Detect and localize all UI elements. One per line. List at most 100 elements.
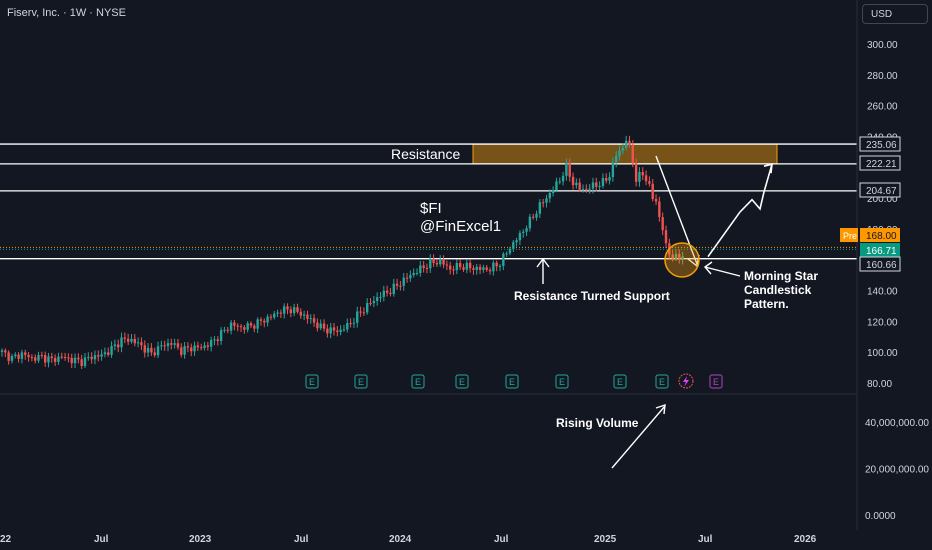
candle-body	[475, 266, 478, 270]
candle-body	[196, 345, 200, 348]
candle-body	[455, 262, 459, 271]
ticker-label: $FI	[420, 200, 442, 217]
candle-body	[525, 228, 528, 232]
candle-body	[551, 190, 555, 193]
candle-body	[472, 268, 475, 270]
svg-text:E: E	[559, 377, 565, 387]
currency-button[interactable]: USD	[862, 4, 928, 24]
level-badge-160	[859, 256, 901, 272]
candle-body	[4, 350, 7, 353]
candle-body	[279, 312, 283, 314]
volume-tick-label: 20,000,000.00	[865, 465, 929, 476]
candle-body	[372, 300, 376, 304]
candle-body	[50, 356, 53, 359]
candle-body	[47, 356, 50, 363]
candle-body	[53, 358, 57, 362]
time-tick-label: 22	[0, 534, 12, 545]
price-tick-label: 280.00	[867, 71, 898, 82]
earnings-icon[interactable]: E	[613, 374, 627, 389]
pre-badge-label	[840, 228, 858, 242]
candle-body	[332, 327, 336, 331]
level-badge-160-text: 160.66	[866, 260, 897, 271]
candle-body	[236, 325, 239, 327]
candle-body	[488, 269, 492, 272]
candle-body	[309, 318, 312, 320]
current-price-badge	[860, 243, 900, 257]
candle-body	[100, 354, 103, 357]
time-tick-label: Jul	[94, 534, 109, 545]
pattern-label-line1: Morning Star	[744, 269, 818, 283]
candle-body	[465, 262, 468, 270]
candle-body	[382, 290, 385, 297]
candle-body	[30, 357, 34, 359]
candle-body	[136, 342, 140, 344]
price-tick-label: 120.00	[867, 317, 898, 328]
candle-body	[233, 322, 236, 326]
candle-body	[422, 265, 425, 268]
earnings-icon[interactable]: E	[305, 374, 319, 389]
candle-body	[143, 345, 146, 353]
candle-body	[518, 232, 522, 241]
candle-body	[611, 162, 615, 178]
candle-body	[243, 327, 246, 330]
volume-arrow	[611, 403, 666, 469]
candle-body	[555, 181, 558, 191]
candle-body	[60, 356, 63, 358]
candle-body	[70, 357, 73, 364]
svg-text:E: E	[713, 377, 719, 387]
pattern-label-line2: Candlestick	[744, 283, 812, 297]
lightning-icon[interactable]	[678, 373, 694, 389]
earnings-icon[interactable]: E	[505, 374, 519, 389]
candle-body	[130, 338, 133, 342]
time-tick-label: Jul	[494, 534, 509, 545]
candle-body	[90, 356, 93, 360]
future-earnings-icon[interactable]: E	[709, 374, 723, 389]
candle-body	[356, 311, 359, 323]
candle-body	[246, 323, 249, 330]
candle-body	[296, 307, 299, 312]
level-badge-204	[859, 182, 901, 198]
candle-body	[375, 297, 379, 301]
candle-body	[548, 192, 551, 199]
candle-body	[83, 357, 87, 366]
candle-body	[336, 330, 339, 332]
candle-body	[153, 352, 156, 356]
candle-body	[641, 172, 644, 176]
candle-body	[415, 273, 419, 275]
price-tick-label: 260.00	[867, 102, 898, 113]
svg-text:E: E	[415, 377, 421, 387]
candle-body	[283, 306, 286, 314]
candle-body	[17, 354, 20, 359]
price-tick-label: 80.00	[867, 379, 892, 390]
candle-body	[203, 345, 206, 349]
candle-body	[166, 343, 170, 347]
candle-body	[329, 327, 332, 334]
candle-body	[110, 346, 113, 355]
earnings-icon[interactable]: E	[555, 374, 569, 389]
candle-body	[541, 202, 545, 204]
candle-body	[146, 347, 150, 353]
earnings-icon[interactable]: E	[655, 374, 669, 389]
time-axis: 22 Jul 2023 Jul 2024 Jul 2025 Jul 2026	[0, 534, 817, 545]
svg-text:E: E	[459, 377, 465, 387]
earnings-icon[interactable]: E	[455, 374, 469, 389]
candle-body	[561, 175, 565, 182]
candle-body	[674, 253, 678, 259]
candle-body	[621, 147, 625, 151]
earnings-icon[interactable]: E	[354, 374, 368, 389]
candle-body	[601, 178, 605, 187]
candle-body	[10, 356, 14, 361]
candle-body	[538, 202, 542, 214]
candle-body	[366, 303, 369, 313]
pre-badge-label-text: Pre	[843, 231, 857, 241]
candle-body	[213, 339, 216, 341]
candle-body	[349, 323, 352, 325]
candle-body	[591, 182, 595, 189]
candle-body	[379, 296, 382, 298]
candle-body	[273, 313, 276, 318]
candle-body	[644, 175, 648, 182]
earnings-icon[interactable]: E	[411, 374, 425, 389]
candle-body	[209, 340, 213, 347]
